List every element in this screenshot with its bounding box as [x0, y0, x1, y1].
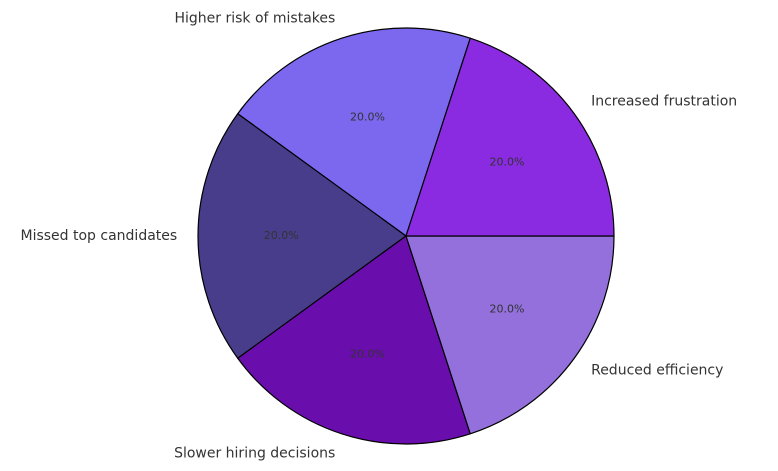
pie-slice: [405, 235, 615, 435]
slice-percentage-label: 20.0%: [489, 302, 524, 315]
pie-slice: [237, 235, 471, 445]
slice-percentage-label: 20.0%: [350, 110, 385, 123]
slice-percentage-label: 20.0%: [489, 156, 524, 169]
pie-slice: [237, 27, 471, 237]
slice-percentage-label: 20.0%: [264, 229, 299, 242]
pie-slices: [197, 27, 615, 445]
slice-category-label: Slower hiring decisions: [174, 446, 335, 462]
pie-slice: [405, 37, 615, 237]
slice-category-label: Increased frustration: [591, 94, 737, 110]
slice-category-label: Reduced efficiency: [591, 362, 723, 378]
slice-category-label: Missed top candidates: [21, 228, 178, 244]
category-labels: Higher risk of mistakes Missed top candid…: [21, 10, 738, 461]
slice-category-label: Higher risk of mistakes: [174, 10, 335, 26]
slice-percentage-label: 20.0%: [350, 348, 385, 361]
percentage-labels: 20.0% 20.0% 20.0% 20.0% 20.0%: [264, 110, 525, 360]
pie-slice: [197, 113, 407, 359]
